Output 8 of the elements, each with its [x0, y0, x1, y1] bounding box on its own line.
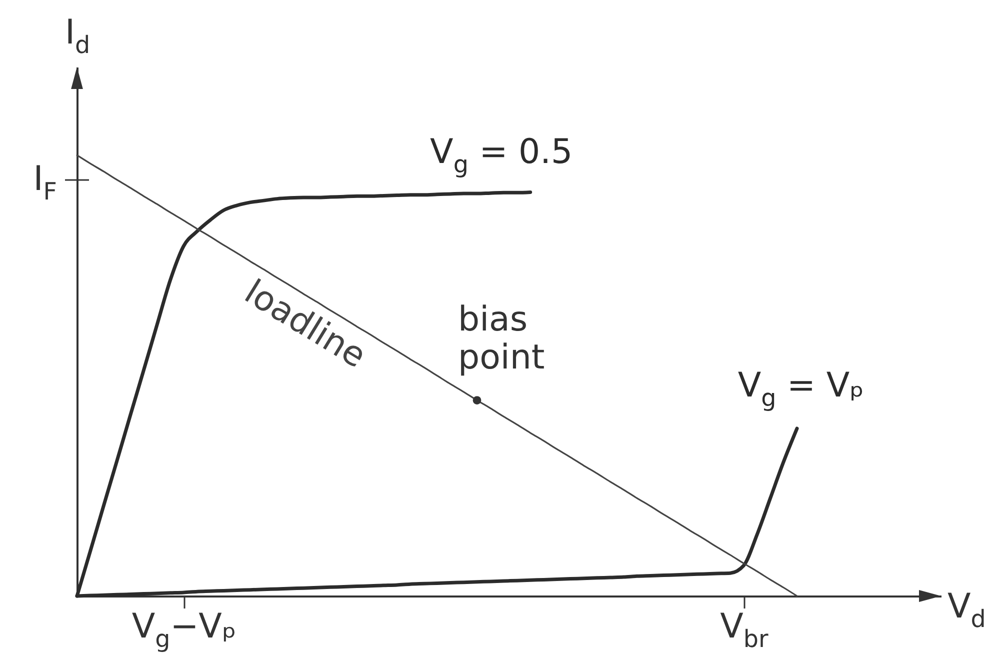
text: I$_{F}$	[33, 159, 57, 206]
x-axis-title: V$_{d}$	[948, 586, 986, 634]
x-tick-label: V$_{g}$−Vₚ	[132, 606, 237, 654]
series-label: V$_{g}$ = Vₚ	[738, 365, 864, 412]
series-label: bias point	[458, 299, 545, 378]
y-axis-title: I$_{d}$	[64, 12, 90, 60]
x-tick-label: V$_{br}$	[720, 606, 768, 654]
series-label: V$_{g}$ = 0.5	[430, 132, 573, 179]
